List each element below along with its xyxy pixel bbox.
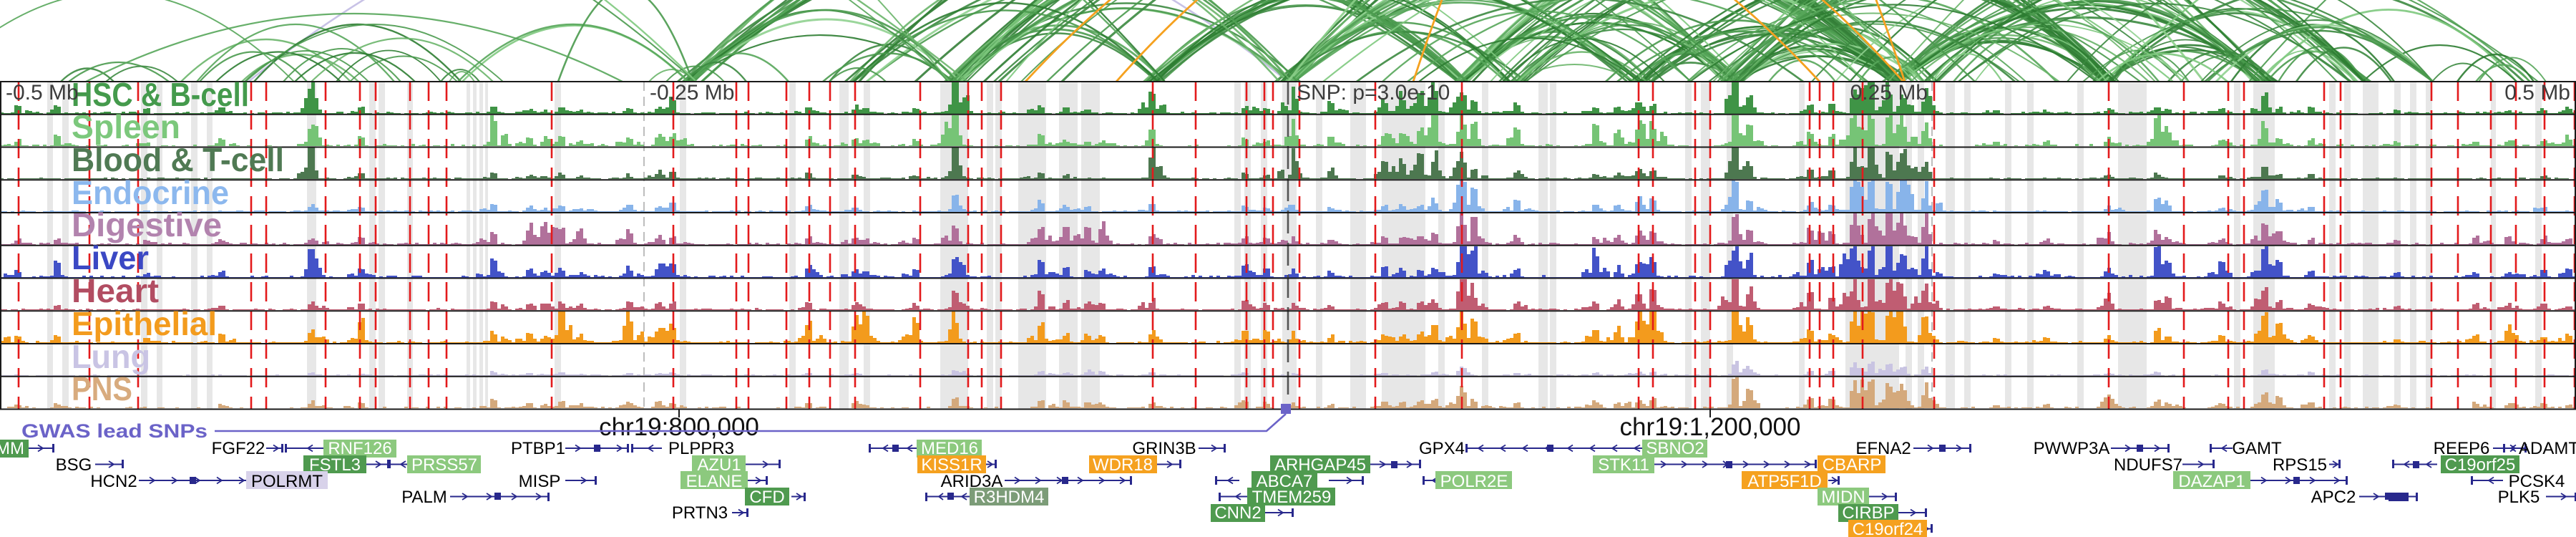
svg-text:Epithelial: Epithelial xyxy=(72,305,217,342)
svg-text:MM: MM xyxy=(0,439,24,458)
svg-text:PRSS57: PRSS57 xyxy=(411,455,477,475)
svg-text:REEP6: REEP6 xyxy=(2434,439,2490,458)
svg-text:MISP: MISP xyxy=(519,472,561,491)
svg-text:PLK5: PLK5 xyxy=(2498,488,2540,507)
svg-text:KISS1R: KISS1R xyxy=(921,455,982,475)
svg-text:PCSK4: PCSK4 xyxy=(2509,472,2565,491)
svg-text:NDUFS7: NDUFS7 xyxy=(2114,455,2182,475)
svg-text:MIDN: MIDN xyxy=(1821,488,1865,507)
svg-text:GAMT: GAMT xyxy=(2232,439,2282,458)
svg-text:C19orf25: C19orf25 xyxy=(2445,455,2516,475)
svg-text:CNN2: CNN2 xyxy=(1214,503,1261,523)
svg-text:Lung: Lung xyxy=(72,338,150,375)
svg-text:PRTN3: PRTN3 xyxy=(672,503,728,523)
svg-text:PALM: PALM xyxy=(401,488,447,507)
svg-text:Endocrine: Endocrine xyxy=(72,174,229,211)
svg-text:GWAS lead SNPs: GWAS lead SNPs xyxy=(21,420,208,442)
svg-text:FGF22: FGF22 xyxy=(212,439,265,458)
svg-text:PTBP1: PTBP1 xyxy=(511,439,565,458)
svg-text:chr19:800,000: chr19:800,000 xyxy=(599,413,759,441)
svg-text:CIRBP: CIRBP xyxy=(1842,503,1894,523)
svg-text:POLRMT: POLRMT xyxy=(251,472,323,491)
svg-text:APC2: APC2 xyxy=(2311,488,2356,507)
svg-text:PWWP3A: PWWP3A xyxy=(2034,439,2110,458)
svg-text:chr19:1,200,000: chr19:1,200,000 xyxy=(1620,413,1801,441)
svg-text:SBNO2: SBNO2 xyxy=(1646,439,1704,458)
svg-text:ATP5F1D: ATP5F1D xyxy=(1747,472,1822,491)
svg-text:BSG: BSG xyxy=(56,455,92,475)
svg-text:CFD: CFD xyxy=(749,488,784,507)
svg-text:Heart: Heart xyxy=(72,272,159,309)
svg-text:PLPPR3: PLPPR3 xyxy=(668,439,734,458)
svg-text:POLR2E: POLR2E xyxy=(1440,472,1508,491)
svg-text:Digestive: Digestive xyxy=(72,206,222,243)
svg-text:0.5 Mb: 0.5 Mb xyxy=(2504,81,2570,105)
svg-text:SNP: p=3.0e-10: SNP: p=3.0e-10 xyxy=(1297,81,1450,105)
svg-text:EFNA2: EFNA2 xyxy=(1855,439,1911,458)
svg-text:Liver: Liver xyxy=(72,239,149,276)
svg-text:Blood & T-cell: Blood & T-cell xyxy=(72,141,284,178)
svg-text:MED16: MED16 xyxy=(921,439,978,458)
svg-text:C19orf24: C19orf24 xyxy=(1853,520,1923,537)
svg-text:GPX4: GPX4 xyxy=(1419,439,1465,458)
svg-text:HSC & B-cell: HSC & B-cell xyxy=(72,76,249,113)
svg-text:GRIN3B: GRIN3B xyxy=(1132,439,1196,458)
svg-text:Spleen: Spleen xyxy=(72,108,180,145)
svg-text:-0.5 Mb: -0.5 Mb xyxy=(6,81,79,105)
svg-text:DAZAP1: DAZAP1 xyxy=(2178,472,2245,491)
svg-text:RPS15: RPS15 xyxy=(2273,455,2327,475)
svg-text:-0.25 Mb: -0.25 Mb xyxy=(650,81,734,105)
svg-text:STK11: STK11 xyxy=(1598,455,1649,475)
svg-text:TMEM259: TMEM259 xyxy=(1252,488,1332,507)
svg-text:ADAMT: ADAMT xyxy=(2519,439,2576,458)
svg-text:CBARP: CBARP xyxy=(1823,455,1882,475)
svg-text:RNF126: RNF126 xyxy=(328,439,391,458)
svg-text:0.25 Mb: 0.25 Mb xyxy=(1850,81,1928,105)
svg-text:WDR18: WDR18 xyxy=(1093,455,1153,475)
svg-text:HCN2: HCN2 xyxy=(90,472,137,491)
svg-text:PNS: PNS xyxy=(72,370,132,407)
svg-text:R3HDM4: R3HDM4 xyxy=(974,488,1045,507)
svg-text:ELANE: ELANE xyxy=(686,472,743,491)
